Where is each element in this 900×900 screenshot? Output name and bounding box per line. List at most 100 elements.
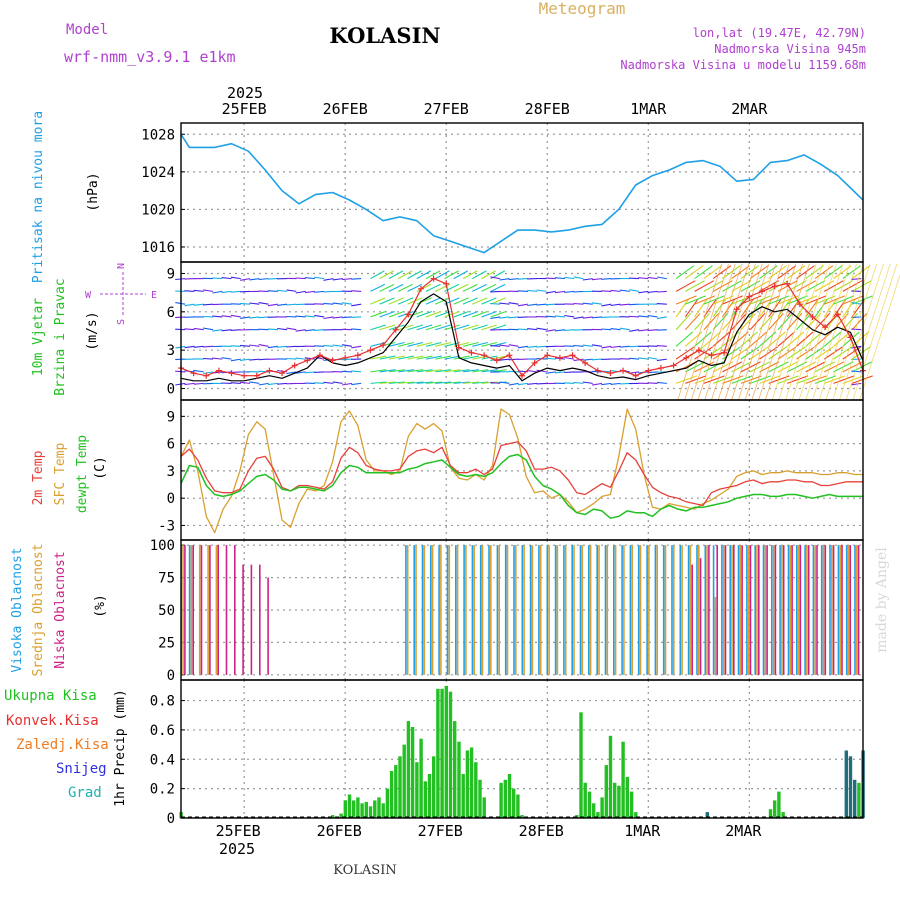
wind-arrow xyxy=(638,277,649,280)
wind-hatch xyxy=(744,263,790,401)
wind-arrow xyxy=(379,283,395,292)
wind-arrow xyxy=(582,302,593,305)
wind-arrow xyxy=(508,370,519,373)
wind-arrow xyxy=(332,344,343,347)
wind-arrow xyxy=(388,355,405,360)
wind-arrow xyxy=(591,358,603,361)
wind-arrow xyxy=(342,344,353,347)
wind-arrow xyxy=(684,313,701,331)
wind-arrow xyxy=(787,375,809,384)
wind-arrow xyxy=(193,289,204,292)
wind-arrow xyxy=(407,324,423,331)
precip-bar xyxy=(448,691,453,818)
wind-arrow xyxy=(833,375,855,384)
y-tick-label: 9 xyxy=(167,409,175,425)
wind-arrow xyxy=(805,298,819,318)
dewpoint-line xyxy=(180,453,863,519)
wind-arrow xyxy=(545,303,556,306)
year-top: 2025 xyxy=(227,84,263,102)
wind-arrow xyxy=(564,290,575,293)
wind-arrow xyxy=(851,328,862,331)
wind-arrow xyxy=(582,358,593,361)
pressure-name-label: Pritisak na nivou mora xyxy=(31,111,46,283)
wind-arrow xyxy=(647,356,658,360)
wind-speed-marker xyxy=(304,357,311,364)
wind-arrow xyxy=(610,303,621,307)
wind-arrow xyxy=(398,355,415,360)
y-tick-label: 6 xyxy=(167,305,175,321)
precip-bar xyxy=(343,800,347,818)
wind-arrow xyxy=(601,382,612,386)
wind-arrow xyxy=(786,331,805,347)
wind-arrow xyxy=(314,345,325,347)
wind-speed-marker xyxy=(657,365,664,372)
y-tick-label: 50 xyxy=(158,603,175,619)
wind-arrow xyxy=(462,341,479,347)
wind-arrow xyxy=(267,345,278,349)
wind-arrow xyxy=(388,270,404,280)
wind-arrow xyxy=(314,290,325,293)
precip-bar xyxy=(617,785,621,818)
precip-bar xyxy=(768,809,773,818)
cloud-panel xyxy=(180,545,860,675)
wind-arrow xyxy=(824,280,844,292)
wind-arrow xyxy=(481,324,498,331)
precip-bar xyxy=(398,756,402,818)
wind-arrow xyxy=(610,382,621,385)
precip-bar xyxy=(579,712,583,818)
y-tick-label: 1020 xyxy=(141,202,175,218)
top-day-label: 25FEB xyxy=(222,100,267,118)
compass-w: W xyxy=(85,290,92,301)
wind-hatch xyxy=(832,263,878,401)
precip-bar xyxy=(385,788,390,818)
wind-arrow xyxy=(527,345,538,348)
wind-arrow xyxy=(240,344,251,347)
y-tick-label: 75 xyxy=(158,571,175,587)
wind-speed-marker xyxy=(506,352,513,359)
wind-arrow xyxy=(304,329,315,332)
wind-arrow xyxy=(472,270,487,280)
wind-arrow xyxy=(656,316,667,320)
precip-bar xyxy=(629,791,634,818)
wind-arrow xyxy=(203,371,214,375)
wind-arrow xyxy=(685,280,705,292)
wind-arrow xyxy=(703,375,725,384)
precip-bar xyxy=(608,735,613,818)
wind-arrow xyxy=(786,265,806,280)
wind-arrow xyxy=(444,355,461,360)
cloud-low-label: Niska Oblacnost xyxy=(53,551,68,668)
wind-arrow xyxy=(295,290,306,294)
wind-arrow xyxy=(379,310,395,318)
precip-bar xyxy=(406,721,411,818)
wind-arrow xyxy=(304,277,315,280)
wind-arrow xyxy=(490,316,501,320)
wind-arrow xyxy=(851,313,868,331)
wind-arrow xyxy=(184,290,195,292)
wind-arrow xyxy=(647,329,658,332)
wind-arrow xyxy=(842,280,863,292)
y-tick-label: 0.4 xyxy=(150,752,175,768)
wind-arrow xyxy=(508,344,519,347)
wind-arrow xyxy=(435,310,451,318)
wind-arrow xyxy=(481,270,496,280)
wind-arrow xyxy=(370,283,386,292)
wind-hatch xyxy=(758,263,803,401)
wind-arrow xyxy=(554,290,566,294)
cloud-high-label: Visoka Oblacnost xyxy=(10,547,25,672)
wind-arrow xyxy=(601,303,612,307)
wind-speed-marker xyxy=(329,357,336,364)
wind-arrow xyxy=(230,329,241,331)
wind-arrow xyxy=(610,289,621,292)
wind-arrow xyxy=(768,331,786,347)
wind-arrow xyxy=(740,298,754,318)
wind-hatch xyxy=(697,263,743,401)
wind-arrow xyxy=(768,346,788,360)
wind-arrow xyxy=(267,382,278,386)
wind-arrow xyxy=(814,331,832,347)
wind-arrow xyxy=(388,283,404,292)
wind-arrow xyxy=(258,278,269,281)
precip-bar xyxy=(604,765,608,818)
model-altitude-label: Nadmorska Visina u modelu 1159.68m xyxy=(620,58,866,72)
wind-arrow xyxy=(685,375,707,384)
wind-arrow xyxy=(601,345,612,349)
